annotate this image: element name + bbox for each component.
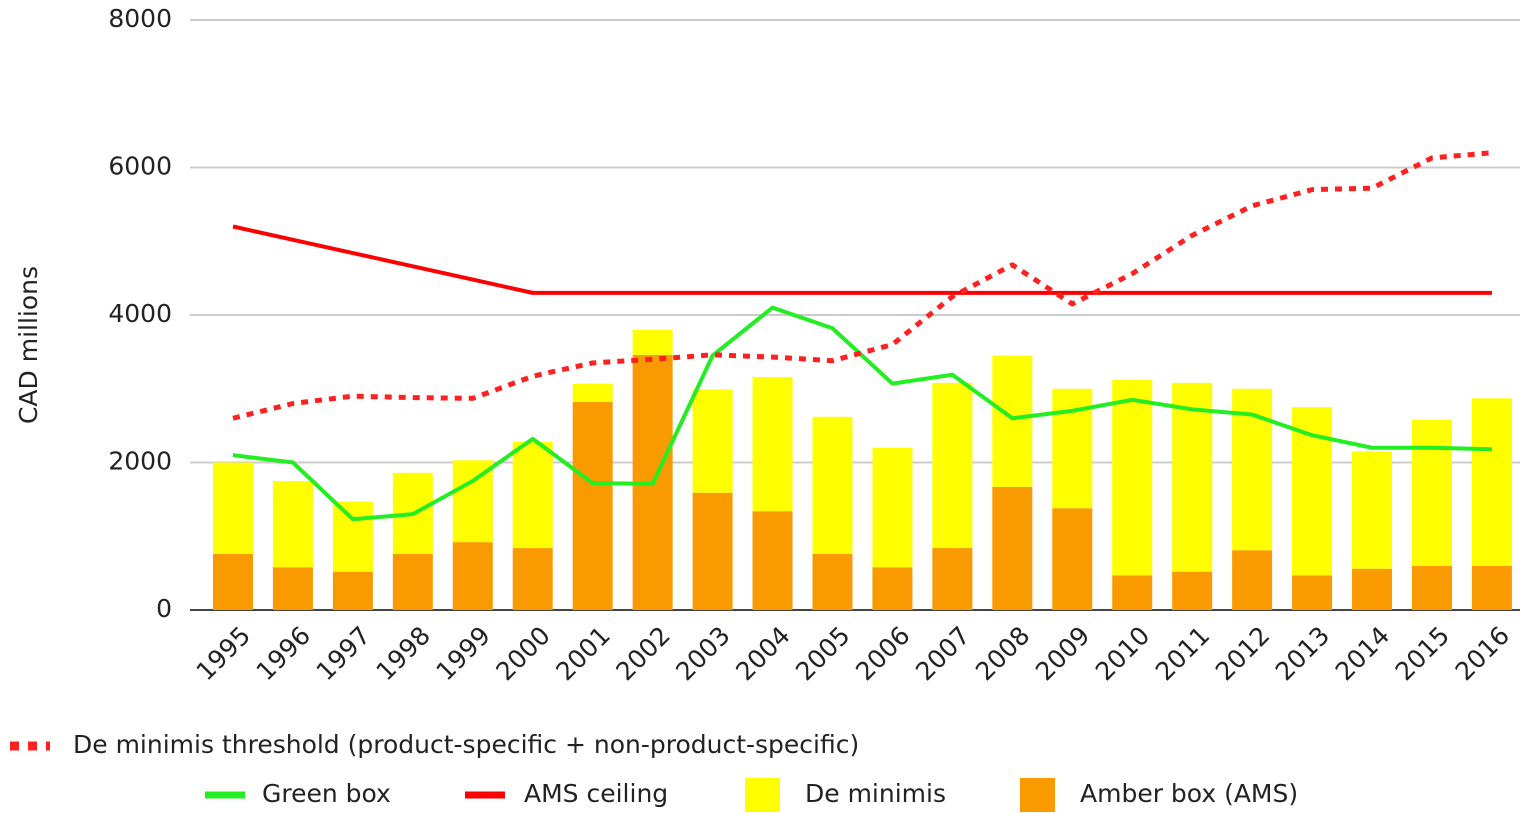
- x-tick-label: 2015: [1390, 621, 1455, 686]
- legend-swatch: [1020, 778, 1055, 812]
- x-tick-label: 2005: [790, 621, 855, 686]
- x-tick-label: 2010: [1090, 621, 1155, 686]
- bar: [212, 553, 253, 610]
- legend-label: De minimis threshold (product-specific +…: [73, 730, 859, 759]
- bar: [512, 548, 553, 610]
- bar: [812, 553, 853, 610]
- bar: [272, 567, 313, 610]
- bar: [1172, 382, 1213, 572]
- bar: [452, 542, 493, 610]
- bar: [932, 548, 973, 610]
- x-tick-label: 2000: [490, 621, 555, 686]
- bar: [572, 383, 613, 403]
- bar: [632, 329, 673, 355]
- bar: [932, 382, 973, 549]
- x-tick-label: 2013: [1270, 621, 1335, 686]
- bar: [692, 389, 733, 493]
- bar: [272, 480, 313, 568]
- bar: [992, 486, 1033, 610]
- bar: [1172, 571, 1213, 610]
- bar: [332, 571, 373, 610]
- y-tick-label: 2000: [108, 447, 172, 476]
- bar: [752, 376, 793, 512]
- bar: [512, 441, 553, 549]
- y-tick-label: 6000: [108, 152, 172, 181]
- legend-label: Green box: [262, 779, 391, 808]
- legend-label: AMS ceiling: [524, 779, 668, 808]
- bar: [332, 501, 373, 572]
- bar: [992, 355, 1033, 487]
- y-tick-label: 0: [156, 594, 172, 623]
- bar: [1052, 508, 1093, 610]
- bar: [1471, 398, 1512, 566]
- x-tick-label: 2002: [610, 621, 675, 686]
- bar: [1411, 565, 1452, 610]
- line: [232, 150, 1493, 421]
- y-axis-label: CAD millions: [14, 266, 43, 424]
- line: [232, 305, 1492, 522]
- bar: [392, 553, 433, 610]
- bar: [1112, 379, 1153, 576]
- bar: [1292, 575, 1333, 610]
- x-tick-label: 2008: [970, 621, 1035, 686]
- x-tick-label: 1999: [430, 621, 495, 686]
- bar: [692, 492, 733, 610]
- x-tick-label: 1998: [371, 621, 436, 686]
- legend-label: De minimis: [805, 779, 946, 808]
- bar: [212, 462, 253, 554]
- x-tick-label: 2012: [1210, 621, 1275, 686]
- legend-label: Amber box (AMS): [1080, 779, 1298, 808]
- x-tick-label: 2011: [1150, 621, 1215, 686]
- bar: [1232, 550, 1273, 610]
- x-tick-label: 2003: [670, 621, 735, 686]
- x-tick-label: 1997: [311, 621, 376, 686]
- bar: [872, 567, 913, 610]
- bar: [1352, 568, 1393, 610]
- bar: [752, 511, 793, 610]
- x-tick-label: 2001: [550, 621, 615, 686]
- bar: [1352, 451, 1393, 569]
- legend-swatch: [745, 778, 780, 812]
- y-tick-label: 8000: [108, 4, 172, 33]
- x-tick-label: 2014: [1330, 621, 1395, 686]
- x-tick-label: 2004: [730, 621, 795, 686]
- bar: [1112, 575, 1153, 610]
- bar: [812, 416, 853, 554]
- line: [232, 224, 1492, 295]
- bar: [1471, 565, 1512, 610]
- x-tick-label: 2006: [850, 621, 915, 686]
- bar: [1411, 419, 1452, 566]
- x-tick-label: 1995: [191, 621, 256, 686]
- x-tick-label: 2016: [1450, 621, 1515, 686]
- bar: [572, 402, 613, 610]
- y-tick-label: 4000: [108, 299, 172, 328]
- x-tick-label: 2007: [910, 621, 975, 686]
- bar: [872, 447, 913, 568]
- x-tick-label: 2009: [1030, 621, 1095, 686]
- x-tick-label: 1996: [251, 621, 316, 686]
